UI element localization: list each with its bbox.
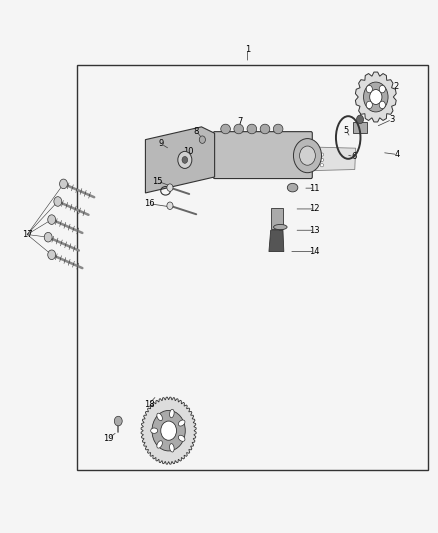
Ellipse shape bbox=[221, 124, 230, 134]
Text: 2: 2 bbox=[394, 82, 399, 91]
Ellipse shape bbox=[178, 420, 185, 426]
Polygon shape bbox=[269, 230, 284, 252]
Circle shape bbox=[366, 85, 372, 93]
Text: 16: 16 bbox=[144, 199, 154, 208]
Circle shape bbox=[300, 146, 315, 165]
Circle shape bbox=[199, 136, 205, 143]
Ellipse shape bbox=[157, 441, 162, 448]
Text: 8: 8 bbox=[194, 127, 199, 135]
Polygon shape bbox=[355, 72, 396, 122]
Circle shape bbox=[178, 151, 192, 168]
Polygon shape bbox=[315, 147, 356, 171]
Ellipse shape bbox=[247, 124, 257, 134]
Ellipse shape bbox=[170, 409, 174, 418]
Text: 1: 1 bbox=[245, 45, 250, 53]
Ellipse shape bbox=[273, 124, 283, 134]
Text: 17: 17 bbox=[22, 230, 32, 239]
Text: 5: 5 bbox=[343, 126, 349, 134]
Text: 4: 4 bbox=[395, 150, 400, 159]
Circle shape bbox=[379, 85, 385, 93]
Circle shape bbox=[114, 416, 122, 426]
Circle shape bbox=[44, 232, 52, 242]
Circle shape bbox=[48, 215, 56, 224]
Circle shape bbox=[357, 115, 364, 124]
FancyBboxPatch shape bbox=[213, 132, 312, 179]
Circle shape bbox=[167, 184, 173, 191]
Ellipse shape bbox=[320, 153, 324, 156]
Ellipse shape bbox=[274, 224, 287, 230]
Polygon shape bbox=[141, 397, 196, 464]
Ellipse shape bbox=[320, 158, 324, 161]
Ellipse shape bbox=[157, 413, 162, 421]
Text: 6: 6 bbox=[351, 152, 357, 161]
Ellipse shape bbox=[287, 183, 298, 192]
Ellipse shape bbox=[151, 428, 158, 433]
Circle shape bbox=[60, 179, 67, 189]
Circle shape bbox=[161, 421, 177, 440]
Circle shape bbox=[379, 101, 385, 109]
Ellipse shape bbox=[260, 124, 270, 134]
Circle shape bbox=[167, 202, 173, 209]
Circle shape bbox=[364, 82, 388, 112]
Text: 11: 11 bbox=[309, 184, 320, 192]
Ellipse shape bbox=[170, 443, 174, 452]
Circle shape bbox=[293, 139, 321, 173]
Ellipse shape bbox=[234, 124, 244, 134]
Polygon shape bbox=[145, 127, 215, 193]
Circle shape bbox=[48, 250, 56, 260]
Bar bbox=[353, 122, 367, 133]
Ellipse shape bbox=[320, 164, 324, 167]
Text: 18: 18 bbox=[144, 400, 154, 408]
Text: 13: 13 bbox=[309, 226, 320, 235]
Ellipse shape bbox=[178, 435, 185, 441]
Bar bbox=[271, 208, 283, 229]
Text: 7: 7 bbox=[237, 117, 243, 126]
Text: 15: 15 bbox=[152, 177, 163, 185]
Text: 14: 14 bbox=[309, 247, 320, 256]
Text: 10: 10 bbox=[183, 147, 194, 156]
Circle shape bbox=[54, 197, 62, 206]
Bar bbox=[77, 65, 428, 470]
Circle shape bbox=[152, 410, 185, 451]
Circle shape bbox=[182, 157, 187, 163]
Text: 3: 3 bbox=[389, 115, 395, 124]
Circle shape bbox=[370, 90, 382, 104]
Text: 19: 19 bbox=[103, 434, 114, 442]
Text: 12: 12 bbox=[309, 205, 320, 213]
Circle shape bbox=[366, 101, 372, 109]
Text: 9: 9 bbox=[159, 140, 164, 148]
